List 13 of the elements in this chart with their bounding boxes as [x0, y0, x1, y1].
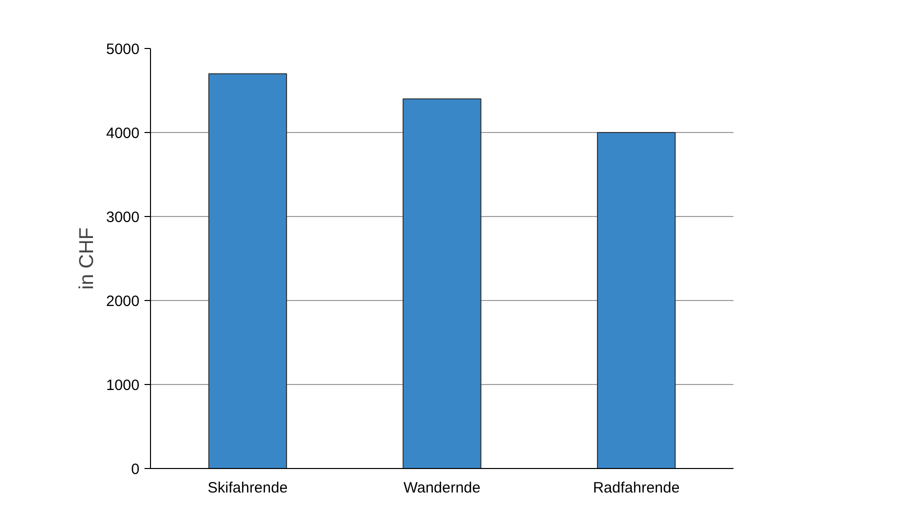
y-tick-label: 3000 [106, 209, 140, 226]
bar [402, 98, 482, 468]
x-tick-label: Radfahrende [592, 480, 680, 496]
y-tick-label: 5000 [106, 41, 140, 58]
y-axis-title: in CHF [76, 227, 98, 290]
bar [208, 73, 288, 468]
y-tick-label: 0 [131, 461, 140, 478]
bar [596, 132, 676, 468]
y-tick-label: 4000 [106, 125, 140, 142]
x-tick-label: Skifahrende [208, 480, 288, 496]
x-tick-label: Wandernde [404, 480, 481, 496]
y-tick-label: 1000 [106, 377, 140, 394]
y-tick-label: 2000 [106, 293, 140, 310]
